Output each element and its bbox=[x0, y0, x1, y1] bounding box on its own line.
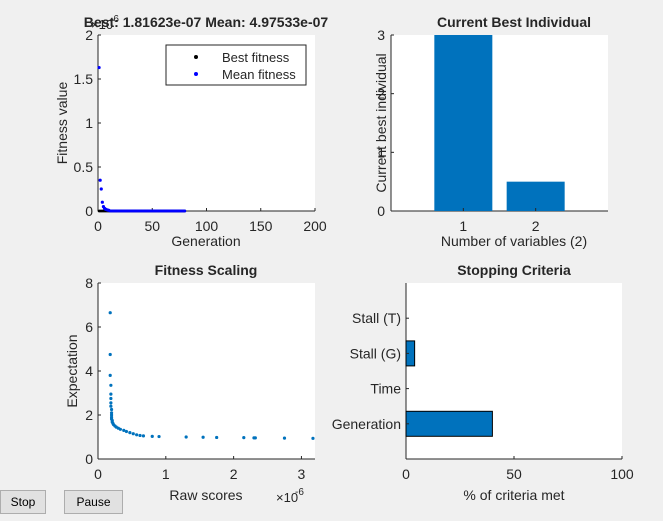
best-individual-x-label: Number of variables (2) bbox=[441, 233, 587, 249]
scaling-point bbox=[141, 434, 146, 438]
mean-fitness-point bbox=[99, 187, 103, 191]
stopping-criteria-title: Stopping Criteria bbox=[457, 262, 571, 278]
scaling-x-tick-label: 1 bbox=[162, 466, 170, 482]
scaling-y-tick-label: 2 bbox=[85, 407, 93, 423]
mean-fitness-point bbox=[107, 208, 111, 212]
best-individual-x-tick-label: 1 bbox=[459, 218, 467, 234]
scaling-point bbox=[201, 435, 205, 439]
scaling-x-tick-label: 0 bbox=[94, 466, 102, 482]
scaling-point bbox=[109, 413, 114, 417]
scaling-point bbox=[311, 436, 315, 440]
stopping-y-tick-label: Stall (T) bbox=[352, 310, 401, 326]
scaling-point bbox=[109, 401, 113, 405]
stopping-y-tick-label: Time bbox=[370, 381, 401, 397]
best-individual-y-tick-label: 0 bbox=[377, 203, 385, 219]
fitness-y-label: Fitness value bbox=[54, 82, 70, 165]
pause-button[interactable]: Pause bbox=[64, 490, 123, 514]
scaling-point bbox=[157, 434, 161, 439]
fitness-scaling-axes-background bbox=[98, 283, 315, 459]
legend-best-label: Best fitness bbox=[222, 50, 290, 65]
scaling-point bbox=[184, 435, 188, 439]
fitness-scaling-y-label: Expectation bbox=[64, 334, 80, 407]
best-individual-bar bbox=[506, 181, 565, 211]
scaling-x-exponent-power: -6 bbox=[295, 487, 304, 498]
scaling-point bbox=[124, 429, 129, 434]
fitness-title: Best: 1.81623e-07 Mean: 4.97533e-07 bbox=[84, 14, 329, 30]
best-individual-x-tick-label: 2 bbox=[532, 218, 540, 234]
scaling-point bbox=[109, 392, 113, 396]
fitness-scaling-title: Fitness Scaling bbox=[155, 262, 258, 278]
legend-best-marker bbox=[194, 55, 198, 59]
best-individual-axes-background bbox=[391, 35, 608, 211]
stopping-y-tick-label: Generation bbox=[332, 416, 401, 432]
stopping-criteria-bar bbox=[405, 410, 493, 437]
mean-fitness-point bbox=[98, 178, 102, 182]
fitness-x-tick-label: 0 bbox=[94, 218, 102, 234]
scaling-point bbox=[128, 431, 132, 435]
fitness-y-exponent-base: ×10 bbox=[91, 17, 113, 32]
scaling-x-tick-label: 3 bbox=[298, 466, 306, 482]
fitness-y-tick-label: 1 bbox=[85, 115, 93, 131]
fitness-y-tick-label: 2 bbox=[85, 27, 93, 43]
scaling-point bbox=[118, 427, 122, 431]
fitness-legend bbox=[165, 44, 307, 86]
scaling-point bbox=[253, 436, 257, 440]
scaling-point bbox=[150, 434, 154, 438]
scaling-point bbox=[215, 435, 219, 440]
scaling-point bbox=[109, 407, 114, 412]
legend-mean-marker bbox=[194, 72, 198, 76]
mean-fitness-point bbox=[97, 65, 101, 70]
scaling-point bbox=[109, 411, 114, 415]
fitness-x-tick-label: 100 bbox=[195, 218, 219, 234]
stopping-y-tick-label: Stall (G) bbox=[350, 345, 401, 361]
scaling-point bbox=[138, 433, 142, 438]
fitness-y-tick-label: 0.5 bbox=[74, 159, 94, 175]
scaling-point bbox=[109, 404, 113, 408]
scaling-x-exponent-base: ×10 bbox=[276, 490, 298, 505]
stopping-x-tick-label: 100 bbox=[610, 466, 634, 482]
mean-fitness-point bbox=[183, 209, 187, 213]
stopping-criteria-x-label: % of criteria met bbox=[463, 487, 564, 503]
scaling-point bbox=[122, 428, 126, 432]
scaling-point bbox=[108, 373, 112, 377]
scaling-point bbox=[282, 436, 287, 440]
fitness-y-tick-label: 1.5 bbox=[74, 71, 94, 87]
stopping-x-tick-label: 0 bbox=[402, 466, 410, 482]
scaling-point bbox=[242, 436, 246, 440]
scaling-y-tick-label: 0 bbox=[85, 451, 93, 467]
scaling-point bbox=[108, 352, 112, 357]
best-individual-y-tick-label: 1 bbox=[377, 144, 385, 160]
stopping-x-tick-label: 50 bbox=[506, 466, 522, 482]
scaling-y-tick-label: 4 bbox=[85, 363, 93, 379]
scaling-point bbox=[131, 432, 135, 436]
scaling-y-tick-label: 8 bbox=[85, 275, 93, 291]
best-individual-title: Current Best Individual bbox=[437, 14, 591, 30]
best-individual-bar bbox=[434, 35, 493, 211]
fitness-y-exponent-power: -6 bbox=[110, 14, 119, 25]
scaling-point bbox=[108, 311, 112, 315]
stop-button[interactable]: Stop bbox=[0, 490, 46, 514]
scaling-point bbox=[109, 396, 113, 401]
legend-mean-label: Mean fitness bbox=[222, 67, 296, 82]
fitness-x-label: Generation bbox=[171, 233, 240, 249]
best-individual-y-tick-label: 2 bbox=[377, 86, 385, 102]
fitness-scaling-x-label: Raw scores bbox=[169, 487, 242, 503]
scaling-point bbox=[109, 383, 113, 387]
scaling-y-tick-label: 6 bbox=[85, 319, 93, 335]
scaling-point bbox=[135, 433, 139, 437]
fitness-x-tick-label: 50 bbox=[144, 218, 160, 234]
fitness-x-tick-label: 150 bbox=[249, 218, 273, 234]
mean-fitness-point bbox=[100, 200, 104, 204]
best-individual-y-label: Current best individual bbox=[373, 53, 389, 192]
best-individual-y-tick-label: 3 bbox=[377, 27, 385, 43]
fitness-y-tick-label: 0 bbox=[85, 203, 93, 219]
fitness-x-tick-label: 200 bbox=[303, 218, 327, 234]
scaling-x-tick-label: 2 bbox=[230, 466, 238, 482]
